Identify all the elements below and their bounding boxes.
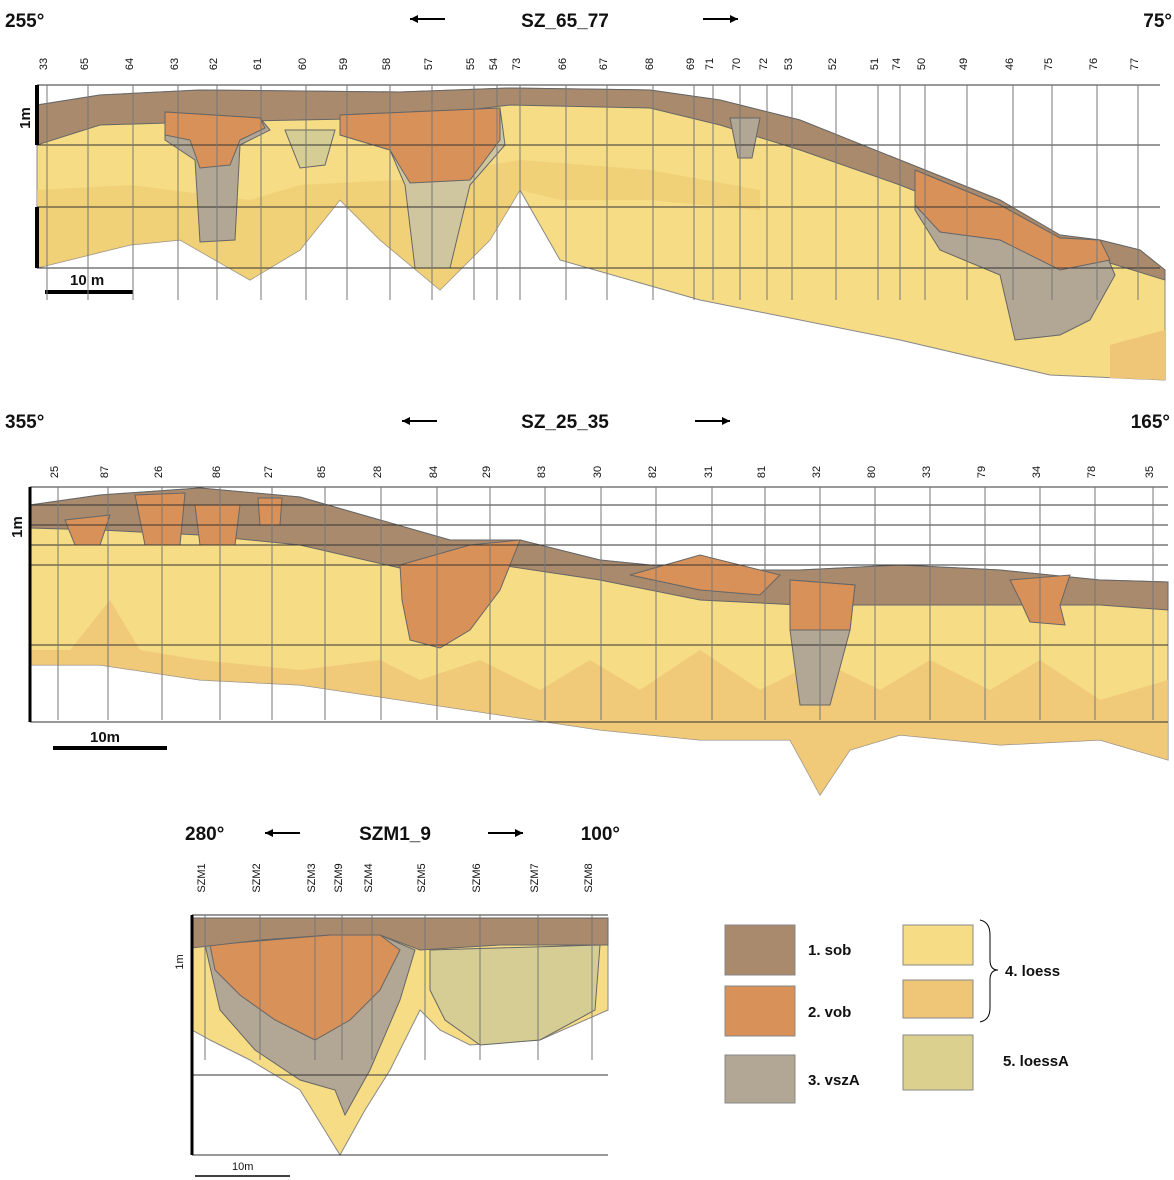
- bearing-left: 280°: [185, 824, 224, 845]
- borehole-label: SZM1: [196, 863, 208, 892]
- borehole-label: 66: [557, 58, 569, 70]
- borehole-label: 30: [592, 466, 604, 478]
- borehole-label: 71: [704, 58, 716, 70]
- borehole-label: 32: [811, 466, 823, 478]
- borehole-label: 50: [916, 58, 928, 70]
- borehole-label: 34: [1031, 466, 1043, 478]
- borehole-label: SZM2: [251, 863, 263, 892]
- borehole-label: 25: [49, 466, 61, 478]
- borehole-label: 51: [869, 58, 881, 70]
- borehole-label: 81: [756, 466, 768, 478]
- bearing-right: 75°: [1143, 11, 1172, 32]
- scale-label: 10m: [232, 1161, 253, 1173]
- borehole-label: 52: [827, 58, 839, 70]
- depth-label: 1m: [17, 107, 34, 129]
- borehole-label: 62: [208, 58, 220, 70]
- borehole-label: 46: [1004, 58, 1016, 70]
- legend-label: 4. loess: [1005, 963, 1060, 980]
- bearing-right: 165°: [1131, 412, 1170, 433]
- depth-label: 1m: [174, 954, 186, 969]
- borehole-label: 82: [647, 466, 659, 478]
- scale-label: 10m: [90, 729, 120, 746]
- borehole-label: 33: [921, 466, 933, 478]
- section-title: SZM1_9: [359, 824, 431, 845]
- legend-label: 2. vob: [808, 1004, 851, 1021]
- borehole-label: 54: [488, 58, 500, 70]
- borehole-label: 76: [1088, 58, 1100, 70]
- borehole-label: 70: [731, 58, 743, 70]
- borehole-label: 78: [1086, 466, 1098, 478]
- borehole-label: 59: [338, 58, 350, 70]
- borehole-label: 63: [169, 58, 181, 70]
- borehole-label: 73: [511, 58, 523, 70]
- borehole-label: SZM3: [306, 863, 318, 892]
- borehole-label: 85: [316, 466, 328, 478]
- borehole-label: 64: [124, 58, 136, 70]
- section-title: SZ_25_35: [521, 412, 609, 433]
- borehole-label: SZM7: [529, 863, 541, 892]
- borehole-label: 33: [38, 58, 50, 70]
- borehole-label: 31: [703, 466, 715, 478]
- borehole-label: 61: [252, 58, 264, 70]
- legend-label: 5. loessA: [1003, 1053, 1069, 1070]
- borehole-label: 80: [866, 466, 878, 478]
- borehole-label: 55: [465, 58, 477, 70]
- borehole-label: 68: [644, 58, 656, 70]
- borehole-label: 67: [598, 58, 610, 70]
- borehole-label: 29: [481, 466, 493, 478]
- borehole-label: 26: [153, 466, 165, 478]
- borehole-label: 27: [263, 466, 275, 478]
- legend-label: 1. sob: [808, 942, 851, 959]
- borehole-label: 28: [372, 466, 384, 478]
- borehole-label: SZM4: [363, 863, 375, 892]
- borehole-label: 77: [1129, 58, 1141, 70]
- borehole-label: 65: [79, 58, 91, 70]
- bearing-left: 255°: [5, 11, 44, 32]
- borehole-label: SZM5: [416, 863, 428, 892]
- borehole-label: 60: [297, 58, 309, 70]
- borehole-label: SZM8: [583, 863, 595, 892]
- borehole-label: 75: [1043, 58, 1055, 70]
- legend: [725, 920, 998, 1103]
- bearing-left: 355°: [5, 412, 44, 433]
- diagram: 255° 75° SZ_65_77 33 65 64 63 62 61 60 59 58 57 55 54 7…: [0, 0, 1174, 1180]
- bearing-right: 100°: [581, 824, 620, 845]
- borehole-label: 53: [783, 58, 795, 70]
- borehole-label: 87: [99, 466, 111, 478]
- legend-label: 3. vszA: [808, 1072, 860, 1089]
- borehole-label: 86: [211, 466, 223, 478]
- borehole-label: 84: [428, 466, 440, 478]
- scale-label: 10 m: [70, 272, 104, 289]
- borehole-label: SZM9: [333, 863, 345, 892]
- borehole-label: SZM6: [471, 863, 483, 892]
- borehole-label: 74: [891, 58, 903, 70]
- borehole-label: 57: [423, 58, 435, 70]
- borehole-label: 79: [976, 466, 988, 478]
- borehole-label: 58: [381, 58, 393, 70]
- borehole-label: 49: [958, 58, 970, 70]
- borehole-label: 83: [536, 466, 548, 478]
- borehole-label: 72: [758, 58, 770, 70]
- depth-label: 1m: [9, 516, 26, 538]
- section-title: SZ_65_77: [521, 11, 609, 32]
- borehole-label: 35: [1144, 466, 1156, 478]
- borehole-label: 69: [685, 58, 697, 70]
